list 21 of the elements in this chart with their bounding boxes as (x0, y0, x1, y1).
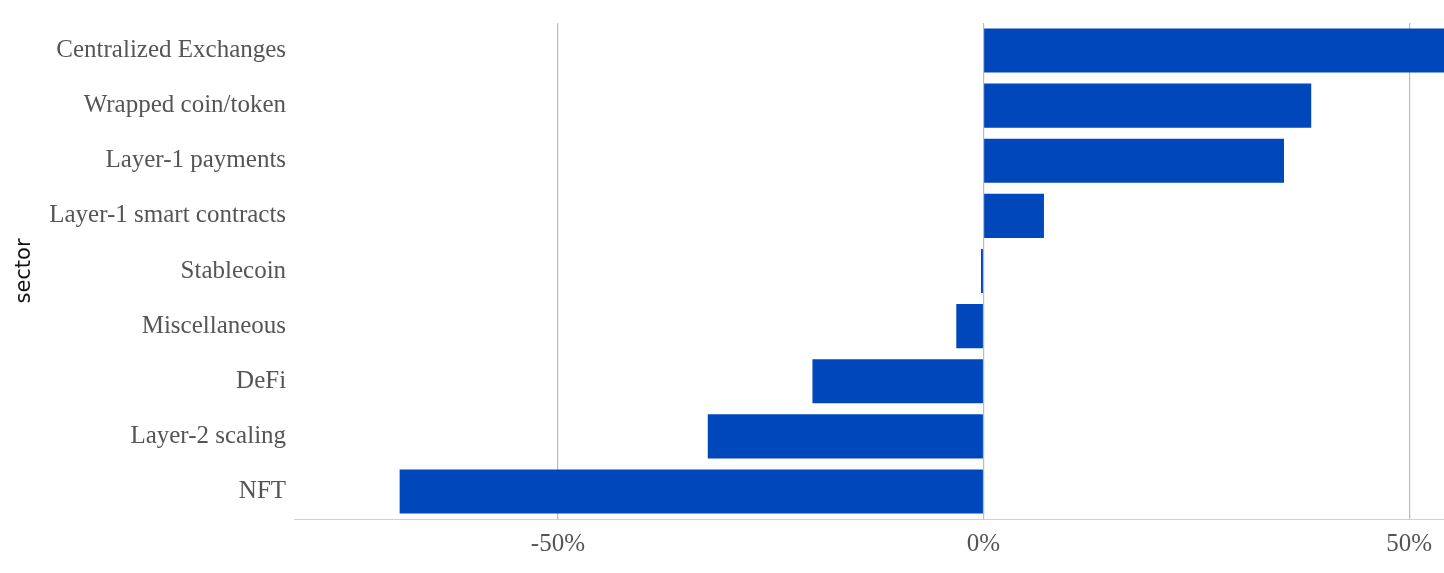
bar (812, 359, 983, 404)
y-tick-label: Layer-1 smart contracts (49, 200, 287, 228)
y-tick-label: Layer-2 scaling (130, 420, 287, 448)
y-axis-title: sector (11, 238, 36, 304)
bar (956, 304, 983, 349)
bar (707, 414, 983, 459)
y-tick-label: Centralized Exchanges (56, 35, 287, 63)
x-tick-label: 0% (966, 528, 1001, 556)
x-tick-label: -50% (530, 528, 586, 556)
y-tick-label: Layer-1 payments (105, 145, 287, 173)
y-tick-label: Stablecoin (180, 255, 287, 283)
bar (984, 138, 1284, 183)
bar (984, 28, 1444, 73)
bar (399, 469, 983, 514)
x-tick-label: 50% (1386, 528, 1433, 556)
bar (984, 83, 1312, 128)
y-tick-label: NFT (238, 476, 287, 504)
y-tick-label: Miscellaneous (141, 310, 287, 338)
bar (984, 193, 1044, 238)
y-tick-label: Wrapped coin/token (83, 90, 287, 118)
y-tick-label: DeFi (236, 365, 287, 393)
